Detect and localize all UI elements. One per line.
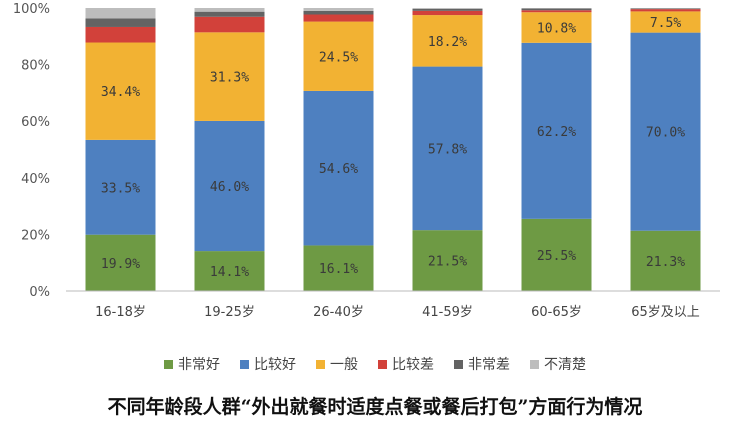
bar-segment-4 [521, 10, 592, 13]
data-label: 54.6% [319, 162, 358, 177]
legend-label: 比较差 [392, 357, 434, 373]
data-label: 57.8% [428, 142, 467, 157]
bar-segment-5 [303, 10, 374, 15]
data-label: 14.1% [210, 265, 249, 280]
stacked-bar-chart: 0% 20% 40% 60% 80% 100% 19.9% 33.5% 34.4% 16-18岁 1… [13, 2, 720, 320]
bar-segment-2 [412, 66, 483, 231]
legend-swatch [454, 359, 463, 369]
bar-segment-4 [630, 9, 701, 12]
x-tick-label: 26-40岁 [313, 305, 364, 320]
data-label: 62.2% [537, 125, 576, 140]
bar-segment-5 [85, 18, 156, 27]
bar-segment-5 [412, 8, 483, 11]
legend-swatch [240, 359, 249, 369]
data-label: 21.3% [646, 255, 685, 270]
bar-segment-2 [521, 42, 592, 219]
bar-segment-1 [303, 245, 374, 291]
legend-swatch [378, 359, 387, 369]
chart-legend: 非常好 比较好 一般 比较差 非常差 不清楚 [0, 352, 750, 376]
bar-segment-6 [85, 8, 156, 19]
y-tick-label: 20% [21, 228, 50, 243]
data-label: 33.5% [101, 181, 140, 196]
bar-segment-6 [194, 8, 265, 12]
data-label: 25.5% [537, 249, 576, 264]
bar-segment-5 [194, 11, 265, 17]
bar-segment-3 [521, 12, 592, 43]
legend-label: 比较好 [254, 357, 296, 373]
data-label: 31.3% [210, 71, 249, 86]
data-label: 34.4% [101, 85, 140, 100]
bar-segment-5 [521, 8, 592, 11]
legend-swatch [530, 359, 539, 369]
bar-segment-4 [303, 14, 374, 22]
data-label: 46.0% [210, 180, 249, 195]
legend-label: 不清楚 [544, 357, 586, 373]
y-tick-label: 60% [21, 115, 50, 130]
legend-swatch [316, 359, 325, 369]
x-tick-label: 16-18岁 [95, 305, 146, 320]
bar-segment-1 [630, 230, 701, 291]
bar-segment-3 [303, 21, 374, 91]
legend-item: 非常好 [164, 354, 220, 374]
legend-label: 一般 [330, 357, 358, 373]
data-label: 18.2% [428, 35, 467, 50]
data-label: 19.9% [101, 257, 140, 272]
bar-segment-3 [85, 42, 156, 140]
bar-segment-1 [194, 251, 265, 291]
bar-segment-6 [412, 8, 483, 9]
bar-segment-6 [630, 8, 701, 9]
legend-item: 非常差 [454, 354, 510, 374]
y-tick-label: 80% [21, 59, 50, 74]
y-tick-label: 100% [13, 2, 50, 17]
legend-item: 比较差 [378, 354, 434, 374]
bar-segment-3 [630, 11, 701, 33]
data-label: 16.1% [319, 262, 358, 277]
x-tick-label: 19-25岁 [204, 305, 255, 320]
data-label: 70.0% [646, 126, 685, 141]
bar-segment-2 [303, 90, 374, 246]
legend-label: 非常差 [468, 357, 510, 373]
legend-item: 一般 [316, 354, 358, 374]
x-tick-label: 60-65岁 [531, 305, 582, 320]
bar-segment-3 [194, 32, 265, 121]
legend-label: 非常好 [178, 357, 220, 373]
bar-segment-4 [85, 26, 156, 43]
bar-segment-2 [630, 32, 701, 231]
bar-segment-1 [521, 218, 592, 291]
chart-caption: 不同年龄段人群“外出就餐时适度点餐或餐后打包”方面行为情况 [107, 396, 643, 418]
x-tick-label: 41-59岁 [422, 305, 473, 320]
legend-item: 比较好 [240, 354, 296, 374]
bar-segment-6 [521, 8, 592, 9]
data-label: 24.5% [319, 50, 358, 65]
data-label: 21.5% [428, 255, 467, 270]
bar-segment-2 [85, 139, 156, 235]
data-label: 7.5% [650, 16, 681, 31]
y-tick-label: 40% [21, 172, 50, 187]
bar-segment-1 [412, 230, 483, 291]
bar-segment-3 [412, 15, 483, 67]
bar-segment-4 [194, 16, 265, 33]
bar-segment-2 [194, 120, 265, 252]
y-tick-label: 0% [29, 285, 50, 300]
bar-segment-4 [412, 10, 483, 16]
data-label: 10.8% [537, 22, 576, 37]
bar-segment-6 [303, 8, 374, 11]
legend-item: 不清楚 [530, 354, 586, 374]
legend-swatch [164, 359, 173, 369]
bar-segment-5 [630, 8, 701, 10]
bar-segment-1 [85, 234, 156, 291]
x-tick-label: 65岁及以上 [631, 305, 700, 320]
